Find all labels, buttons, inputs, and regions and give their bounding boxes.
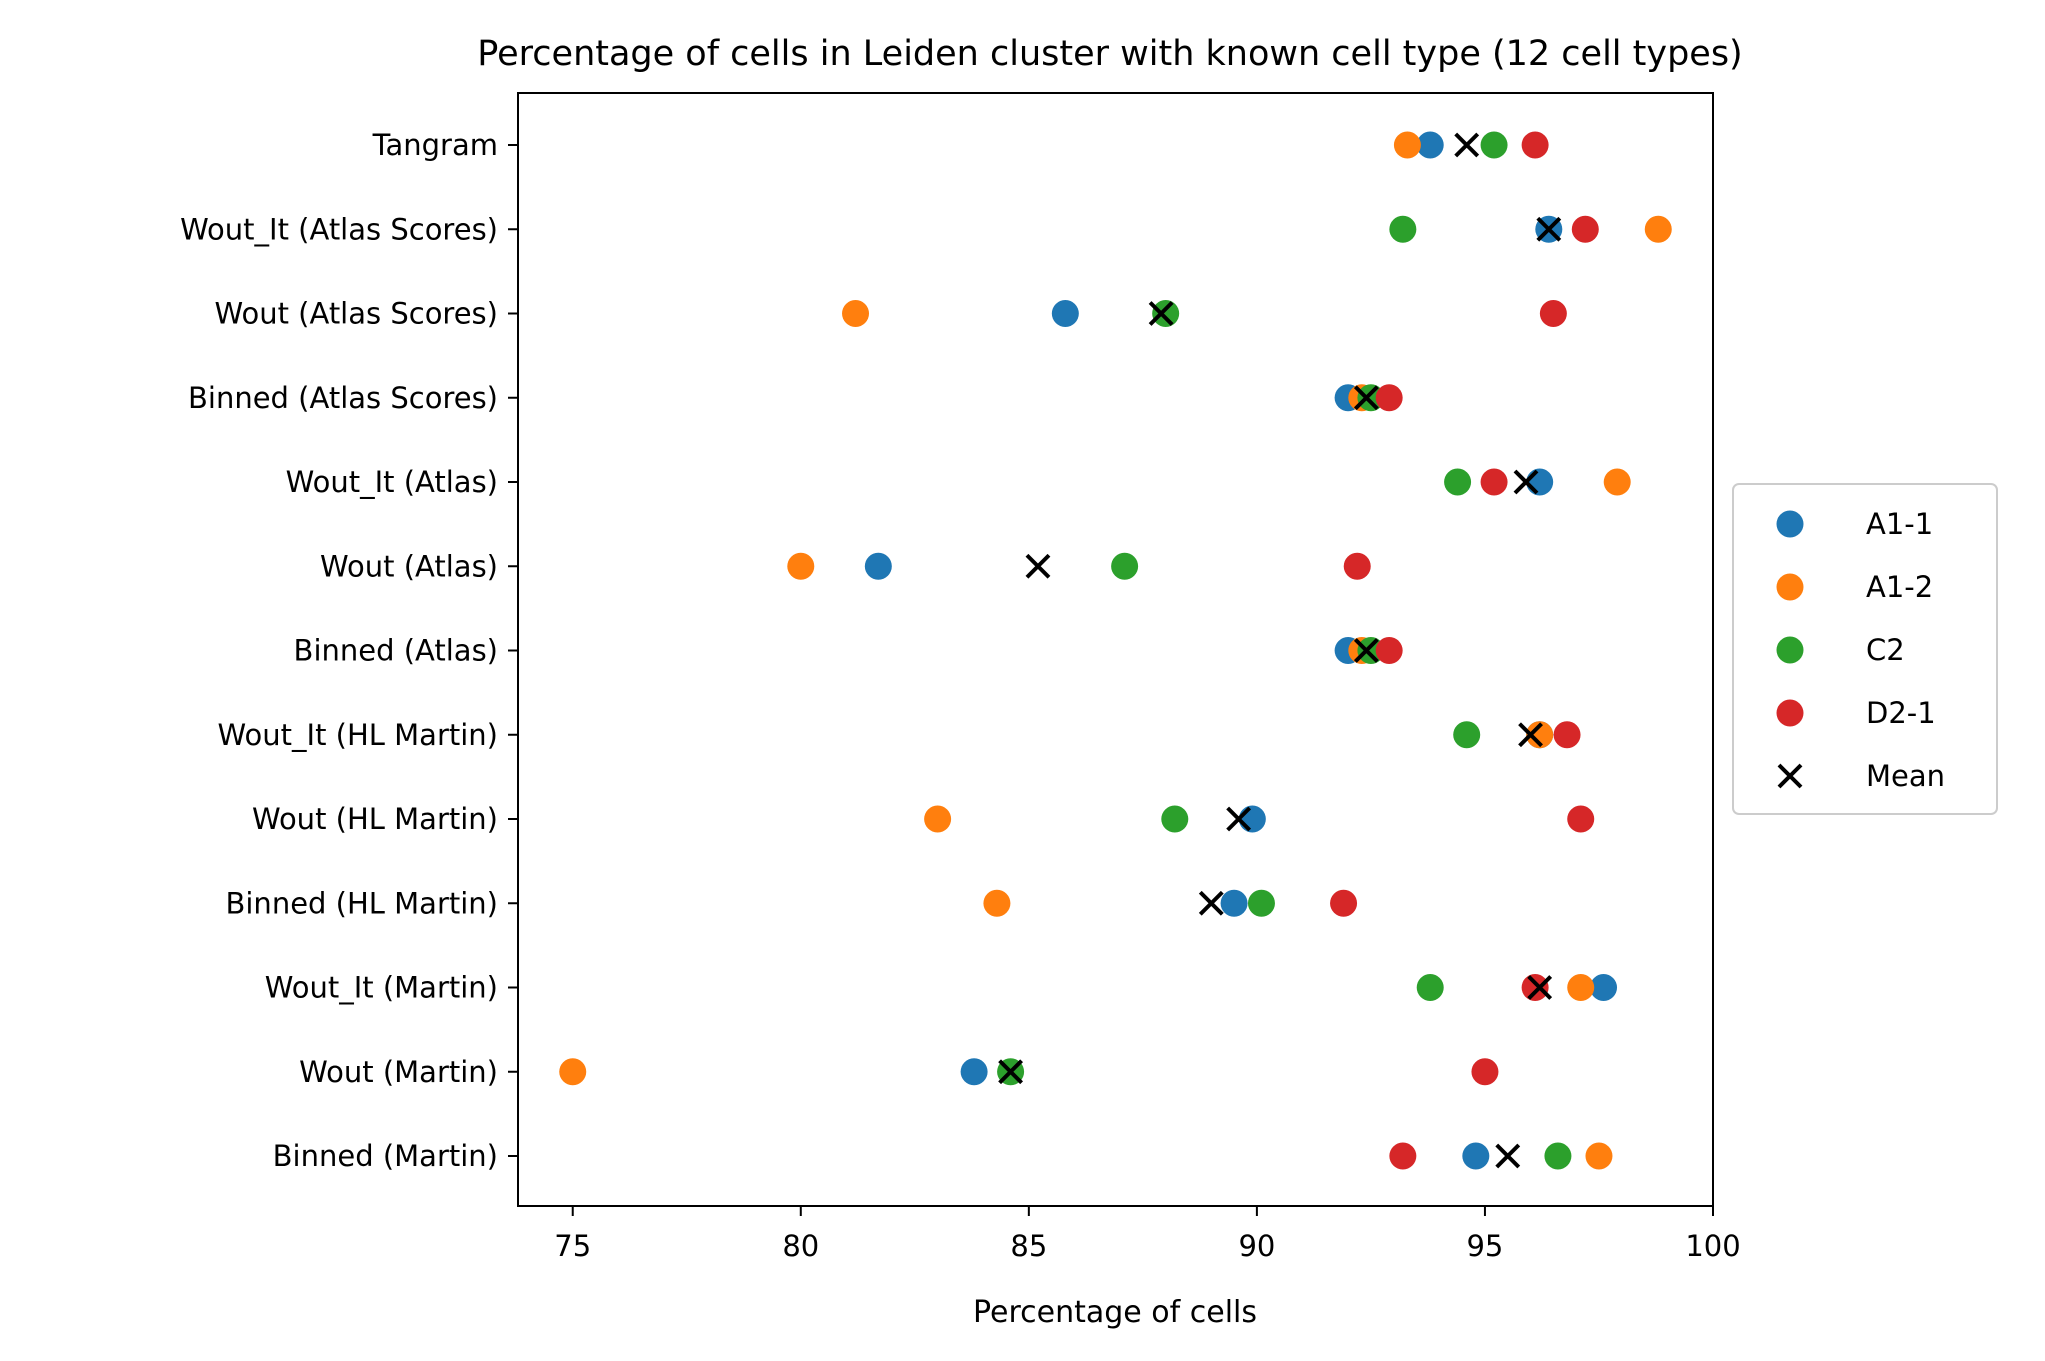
data-point — [1603, 468, 1631, 496]
x-tick-label: 100 — [1685, 1229, 1740, 1263]
x-tick-label: 90 — [1238, 1229, 1275, 1263]
series-a1-2 — [559, 131, 1672, 1170]
mean-marker — [998, 1059, 1024, 1085]
data-point — [1585, 1142, 1613, 1170]
data-point — [1416, 131, 1444, 159]
x-tick-label: 80 — [782, 1229, 819, 1263]
legend: A1-1 A1-2 C2 D2-1 Mean — [1732, 483, 1998, 815]
data-point — [1644, 215, 1672, 243]
data-point — [1521, 974, 1549, 1001]
legend-box — [1732, 483, 1998, 815]
mean-marker — [1226, 806, 1252, 832]
data-point — [983, 889, 1011, 917]
data-point — [1051, 300, 1079, 327]
data-point — [1416, 974, 1444, 1001]
y-tick-label: Wout (Martin) — [299, 1055, 498, 1089]
data-point — [1526, 721, 1554, 749]
mean-marker — [1025, 553, 1051, 579]
data-point — [864, 552, 892, 580]
data-point — [924, 805, 952, 833]
legend-marker — [1776, 636, 1804, 664]
data-point — [1444, 468, 1472, 496]
y-tick-label: Binned (Atlas Scores) — [188, 381, 498, 415]
mean-marker — [1454, 132, 1480, 158]
series-mean — [998, 132, 1562, 1169]
mean-marker — [1536, 216, 1562, 242]
mean-marker — [1527, 975, 1553, 1000]
y-tick-label: Binned (HL Martin) — [225, 886, 498, 920]
data-point — [1590, 974, 1618, 1001]
legend-label: Mean — [1866, 759, 1945, 793]
data-point — [1480, 131, 1508, 159]
mean-marker — [1353, 638, 1379, 663]
y-tick-label: Wout (Atlas) — [320, 549, 498, 583]
y-tick-label: Binned (Martin) — [273, 1139, 498, 1173]
mean-marker — [1353, 385, 1379, 411]
mean-marker — [1518, 722, 1543, 748]
y-tick-label: Wout_It (Atlas) — [286, 465, 498, 499]
y-tick-label: Wout (Atlas Scores) — [214, 297, 498, 331]
data-point — [787, 552, 815, 580]
data-point — [1152, 300, 1180, 327]
legend-label: D2-1 — [1866, 696, 1936, 730]
data-point — [1220, 889, 1248, 917]
data-point — [1238, 805, 1266, 833]
mean-marker — [1513, 469, 1539, 495]
y-tick-label: Wout_It (Martin) — [265, 971, 498, 1005]
x-axis-label: Percentage of cells — [973, 1295, 1257, 1330]
data-point — [1389, 215, 1417, 243]
y-tick-label: Wout (HL Martin) — [252, 802, 498, 836]
x-tick-label: 95 — [1466, 1229, 1503, 1263]
x-tick-label: 75 — [554, 1229, 591, 1263]
data-point — [1567, 974, 1595, 1001]
data-point — [1389, 1142, 1417, 1170]
plot-area — [517, 92, 1714, 1207]
y-tick-label: Wout_It (Atlas Scores) — [180, 212, 498, 246]
data-point — [1453, 721, 1481, 749]
y-tick-label: Tangram — [372, 128, 498, 162]
data-point — [1111, 552, 1139, 580]
legend-label: A1-2 — [1866, 570, 1933, 604]
data-point — [842, 300, 870, 327]
y-axis: Tangram Wout_It (Atlas Scores) Wout (Atlas… — [180, 128, 518, 1173]
data-point — [1462, 1142, 1490, 1170]
legend-label: C2 — [1866, 633, 1905, 667]
data-point — [960, 1058, 988, 1086]
data-point — [1375, 384, 1403, 412]
data-point — [1161, 805, 1189, 833]
x-axis: 75 80 85 90 95 100 — [554, 1206, 1741, 1263]
legend-marker — [1776, 510, 1804, 538]
data-point — [1553, 721, 1581, 749]
data-point — [1471, 1058, 1499, 1086]
data-point — [1375, 637, 1403, 664]
mean-marker — [1148, 301, 1174, 326]
data-point — [1521, 131, 1549, 159]
mean-marker — [1495, 1143, 1521, 1169]
legend-marker — [1776, 573, 1804, 601]
mean-marker — [1198, 890, 1224, 916]
y-tick-label: Binned (Atlas) — [294, 634, 498, 668]
data-point — [1539, 300, 1567, 327]
data-point — [1526, 468, 1554, 496]
legend-label: A1-1 — [1866, 507, 1933, 541]
legend-marker — [1777, 763, 1803, 789]
y-tick-label: Wout_It (HL Martin) — [218, 718, 498, 752]
data-point — [1544, 1142, 1572, 1170]
data-point — [1330, 889, 1358, 917]
data-point — [1480, 468, 1508, 496]
series-d2-1 — [1330, 131, 1599, 1170]
chart-title: Percentage of cells in Leiden cluster wi… — [477, 34, 1742, 74]
data-point — [1567, 805, 1595, 833]
data-point — [1393, 131, 1421, 159]
data-point — [559, 1058, 587, 1086]
legend-marker — [1776, 699, 1804, 727]
data-point — [1247, 889, 1275, 917]
data-point — [1343, 552, 1371, 580]
data-point — [1571, 215, 1599, 243]
x-tick-label: 85 — [1010, 1229, 1047, 1263]
data-points — [559, 131, 1672, 1170]
